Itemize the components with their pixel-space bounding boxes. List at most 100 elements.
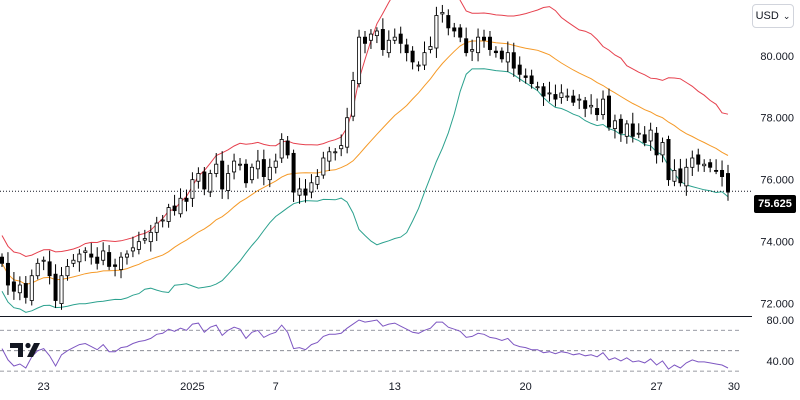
candle xyxy=(702,159,707,172)
candle xyxy=(291,149,296,202)
candle-body xyxy=(124,253,129,258)
candle-body xyxy=(190,179,195,199)
candle xyxy=(196,167,201,189)
candle xyxy=(672,159,677,187)
candle-body xyxy=(351,80,356,117)
candle xyxy=(589,94,594,115)
candle-body xyxy=(357,36,362,85)
rsi-tick-label: 40.00 xyxy=(766,356,794,368)
candle-body xyxy=(333,151,338,154)
candle-body xyxy=(315,176,320,185)
candle xyxy=(571,89,576,106)
candle-body xyxy=(553,94,558,100)
candle-body xyxy=(416,64,421,67)
candle-body xyxy=(238,163,243,166)
candle xyxy=(261,149,266,186)
candle-body xyxy=(624,123,629,137)
candle xyxy=(345,107,350,154)
candle xyxy=(238,158,243,171)
candle xyxy=(71,254,76,268)
candle xyxy=(648,122,653,151)
candle xyxy=(17,276,22,301)
candle-body xyxy=(583,100,588,109)
price-tick-label: 72.000 xyxy=(760,299,794,311)
candle xyxy=(232,153,237,180)
candle-body xyxy=(505,52,510,63)
candle xyxy=(154,216,159,242)
candle-body xyxy=(362,36,367,44)
candle xyxy=(404,38,409,62)
upper-band-line xyxy=(1,0,729,258)
candle xyxy=(107,245,112,271)
candle-body xyxy=(535,86,540,89)
candle xyxy=(113,258,118,277)
candle xyxy=(65,258,70,281)
candle-body xyxy=(386,39,391,54)
candle xyxy=(309,174,314,199)
candle-body xyxy=(232,160,237,173)
candle-body xyxy=(446,15,451,29)
candle-body xyxy=(71,259,76,264)
candle xyxy=(166,203,171,228)
candle-body xyxy=(327,151,332,162)
candle-body xyxy=(35,262,40,277)
candle-body xyxy=(374,30,379,37)
candle-body xyxy=(726,173,731,193)
candle-body xyxy=(577,98,582,101)
time-tick-label: 2025 xyxy=(180,381,204,393)
candle xyxy=(148,224,153,252)
candle-body xyxy=(464,38,469,54)
time-tick-label: 23 xyxy=(38,381,50,393)
candle-body xyxy=(708,162,713,168)
candle-body xyxy=(606,95,611,128)
tradingview-logo xyxy=(10,340,44,365)
time-axis: 23 2025 7 13 20 27 30 xyxy=(38,381,741,393)
candle xyxy=(101,242,106,266)
candle-body xyxy=(636,132,641,135)
candle xyxy=(226,164,231,200)
candle-body xyxy=(410,50,415,63)
candle-body xyxy=(648,129,653,142)
candle-body xyxy=(482,36,487,41)
candle xyxy=(357,29,362,88)
candle xyxy=(243,159,248,188)
candle-body xyxy=(255,160,260,170)
candle-body xyxy=(261,159,266,177)
candle xyxy=(726,164,731,201)
candle xyxy=(119,252,124,279)
candle xyxy=(368,29,373,49)
candle-body xyxy=(642,134,647,143)
currency-select-button[interactable]: USD ⌄ xyxy=(752,4,794,28)
price-axis: 80.000 78.000 76.000 74.000 72.000 80.00 40.00 xyxy=(760,51,794,368)
candle-body xyxy=(214,163,219,174)
candle xyxy=(487,30,492,56)
candle-body xyxy=(11,281,16,292)
candle-body xyxy=(630,123,635,137)
candle xyxy=(0,253,4,268)
candle xyxy=(59,267,64,310)
time-tick-label: 20 xyxy=(520,381,532,393)
candle xyxy=(660,137,665,163)
candle xyxy=(470,39,475,62)
candle-body xyxy=(476,36,481,54)
candle-body xyxy=(678,168,683,184)
price-tick-label: 74.000 xyxy=(760,237,794,249)
candle-body xyxy=(595,108,600,116)
candle xyxy=(214,153,219,178)
candle xyxy=(321,151,326,179)
candle-body xyxy=(720,169,725,177)
currency-label: USD xyxy=(755,10,779,22)
candle xyxy=(95,247,100,270)
candle xyxy=(172,194,177,216)
candle-body xyxy=(243,163,248,184)
candle-body xyxy=(565,95,570,98)
candle xyxy=(559,84,564,104)
candle-body xyxy=(660,142,665,156)
candle xyxy=(476,28,481,62)
candle-body xyxy=(107,252,112,267)
candle-body xyxy=(339,145,344,150)
candle xyxy=(464,27,469,57)
candle xyxy=(130,236,135,258)
candle xyxy=(678,158,683,187)
